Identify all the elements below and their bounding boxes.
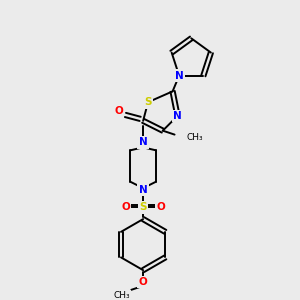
Text: O: O	[114, 106, 123, 116]
Text: CH₃: CH₃	[186, 133, 203, 142]
Text: N: N	[173, 111, 182, 121]
Text: S: S	[140, 202, 147, 212]
Text: S: S	[144, 97, 152, 107]
Text: N: N	[139, 184, 148, 195]
Text: O: O	[121, 202, 130, 212]
Text: N: N	[139, 137, 148, 148]
Text: O: O	[156, 202, 165, 212]
Text: N: N	[175, 70, 184, 81]
Text: CH₃: CH₃	[113, 291, 130, 300]
Text: O: O	[139, 277, 148, 287]
